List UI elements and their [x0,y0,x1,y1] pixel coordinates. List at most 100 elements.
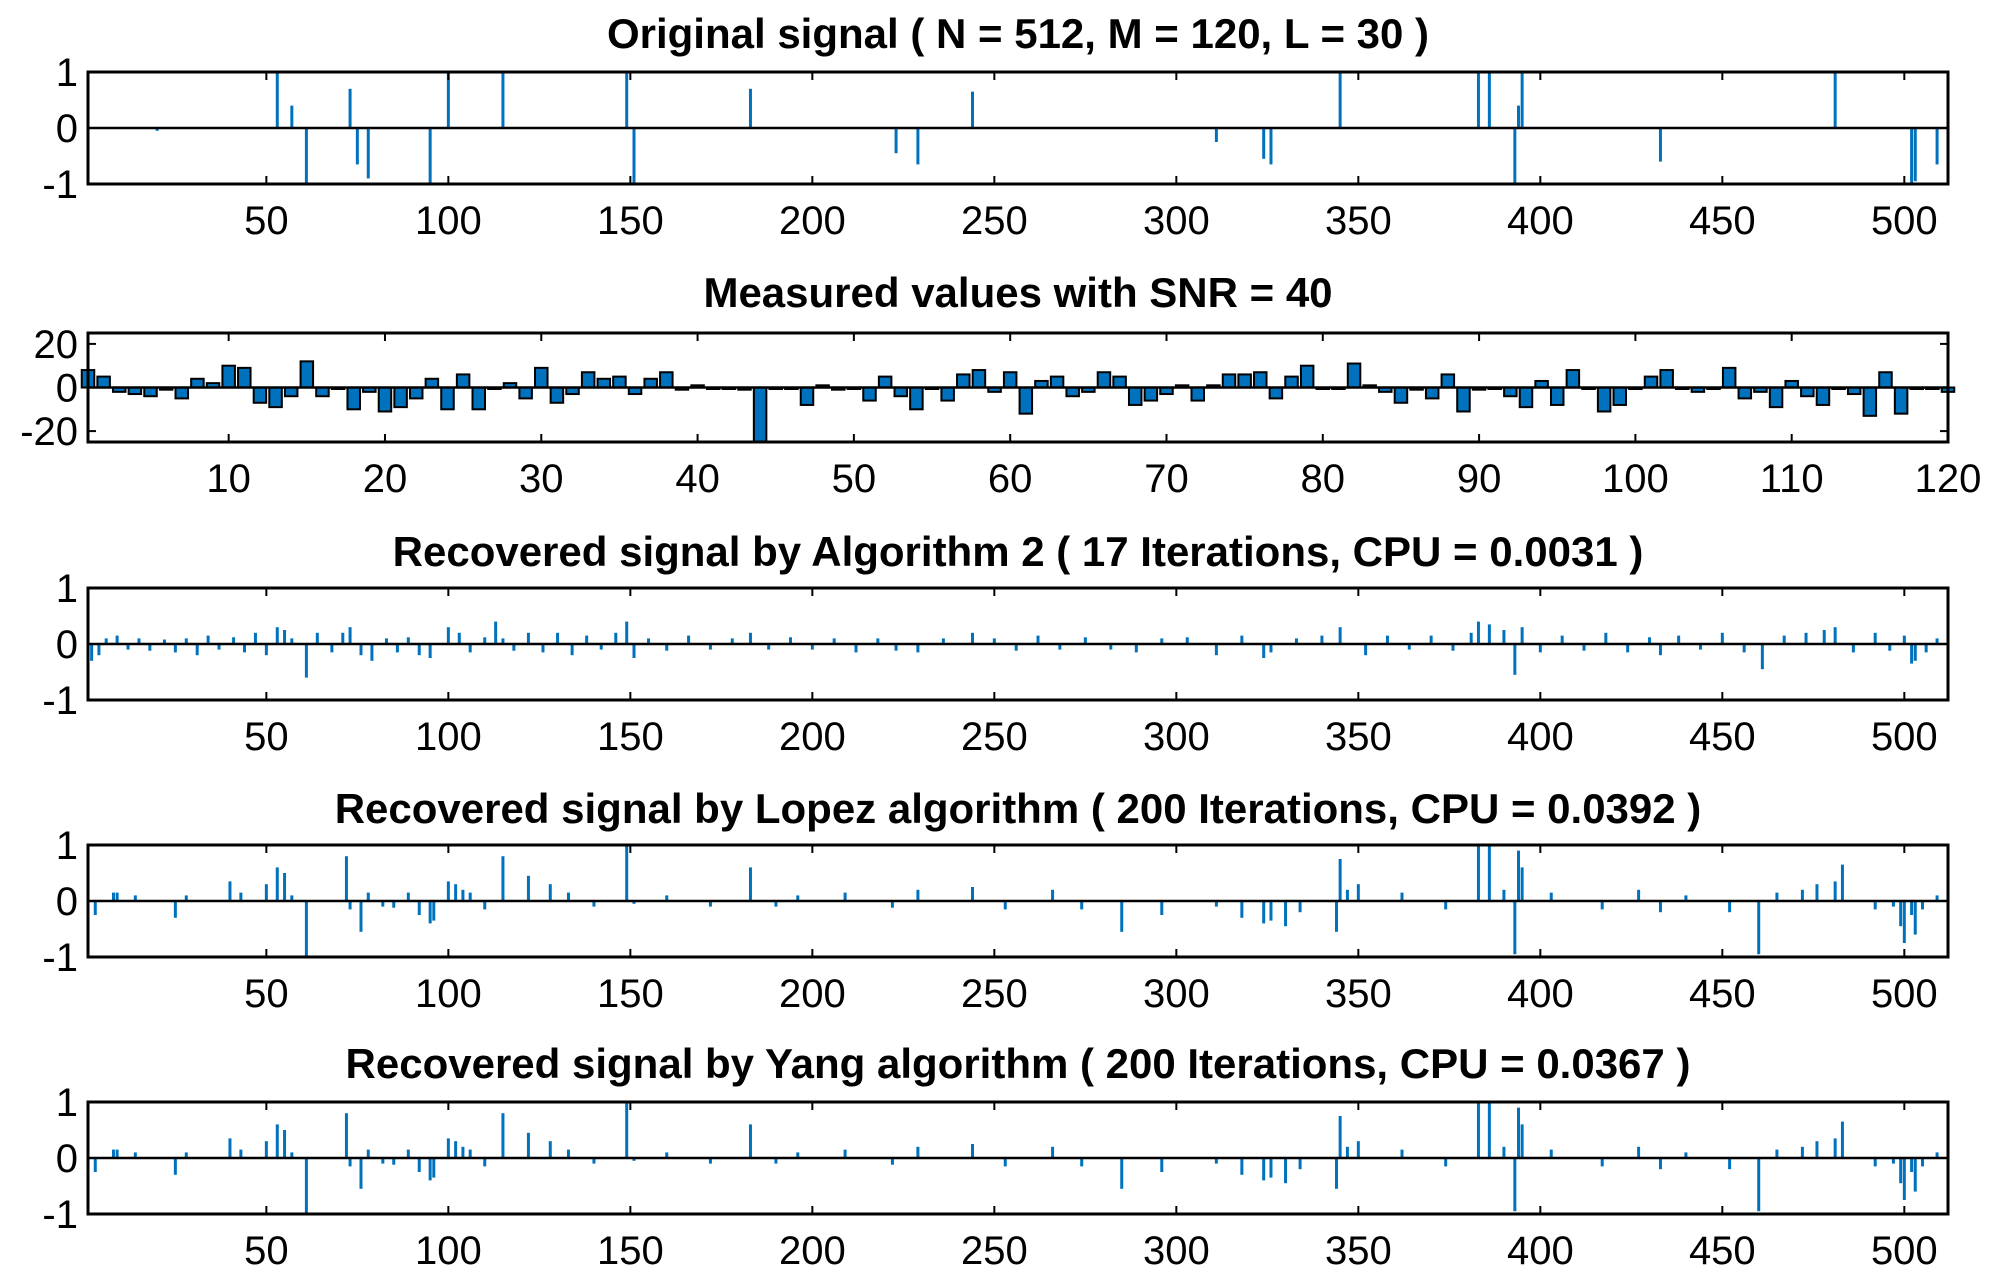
bar [1565,369,1581,389]
bar [237,366,252,389]
bar [1190,386,1206,402]
x-tick-label: 200 [779,972,846,1016]
bar [424,377,440,389]
bar [1659,369,1674,389]
y-tick-label: 0 [56,623,78,667]
x-tick-label: 100 [1602,457,1669,501]
bar [534,366,549,389]
x-tick-label: 350 [1325,972,1392,1016]
chart-panel-2: Measured values with SNR = 40 10 20 30 40 50 6… [20,269,1981,501]
bar [143,386,158,398]
x-tick-label: 100 [415,715,482,759]
x-tick-label: 450 [1689,972,1756,1016]
bar [1096,371,1112,389]
bar [268,386,283,409]
bar [315,386,330,398]
x-tick-label: 200 [779,199,846,243]
series-marks [155,72,1939,184]
bar [299,360,315,389]
bar [596,377,612,389]
bar [1800,386,1815,398]
x-tick-label: 300 [1143,199,1210,243]
x-tick-label: 250 [961,199,1028,243]
bar [1518,386,1534,409]
x-tick-label: 150 [597,715,664,759]
y-tick-label: -1 [42,679,78,723]
x-tick-label: 20 [363,457,408,501]
y-tick-label: 0 [56,880,78,924]
x-tick-label: 150 [597,199,664,243]
bar [1549,386,1565,406]
x-tick-label: 30 [519,457,564,501]
bar [580,371,596,389]
bar [1440,373,1456,389]
bar [1299,364,1315,389]
bar [1424,386,1440,400]
y-tick-label: -1 [42,1193,78,1237]
bar [862,386,877,402]
bar [956,373,971,389]
x-tick-label: 120 [1915,457,1982,501]
x-tick-label: 50 [244,972,289,1016]
bar [1253,371,1268,389]
bar [174,386,190,400]
bar [1456,386,1471,413]
x-tick-label: 400 [1507,1229,1574,1273]
x-tick-label: 250 [961,1229,1028,1273]
x-tick-label: 450 [1689,1229,1756,1273]
x-tick-label: 70 [1144,457,1189,501]
bar [940,386,955,402]
bar [549,386,565,404]
x-tick-label: 500 [1871,199,1938,243]
chart-title: Measured values with SNR = 40 [703,269,1332,316]
x-tick-label: 350 [1325,1229,1392,1273]
y-tick-label: 1 [56,51,78,95]
bar [1503,386,1518,398]
x-tick-label: 350 [1325,715,1392,759]
bar [612,375,627,389]
bar [799,386,815,406]
y-tick-label: 0 [56,1137,78,1181]
x-tick-label: 50 [244,1229,289,1273]
x-tick-label: 100 [415,972,482,1016]
bar [1346,362,1362,389]
x-tick-label: 300 [1143,715,1210,759]
bar [1393,386,1409,404]
bar [659,371,674,389]
bar [893,386,909,398]
bar [1112,375,1127,389]
x-tick-label: 300 [1143,972,1210,1016]
x-tick-label: 200 [779,715,846,759]
bar [1768,386,1784,409]
x-tick-label: 200 [779,1229,846,1273]
x-tick-label: 400 [1507,199,1574,243]
y-tick-label: 20 [34,323,79,367]
bar [1893,386,1909,415]
series-marks [80,360,1956,443]
bar [518,386,533,400]
bar [408,386,424,400]
bar [393,386,408,409]
y-tick-label: 1 [56,1081,78,1125]
x-tick-label: 40 [675,457,720,501]
bar [1737,386,1753,400]
x-tick-label: 50 [832,457,877,501]
bar [877,375,893,389]
bar [1878,371,1893,389]
bar [221,364,236,389]
chart-title: Recovered signal by Algorithm 2 ( 17 Ite… [393,528,1644,575]
x-tick-label: 100 [415,1229,482,1273]
x-tick-label: 150 [597,972,664,1016]
bar [1643,375,1659,389]
series-marks [93,1102,1939,1214]
x-tick-label: 250 [961,972,1028,1016]
chart-title: Original signal ( N = 512, M = 120, L = … [607,10,1429,57]
bar [283,386,299,398]
bar [1268,386,1284,400]
x-tick-label: 60 [988,457,1033,501]
x-tick-label: 80 [1301,457,1346,501]
y-tick-label: 1 [56,567,78,611]
bar [471,386,487,411]
x-tick-label: 250 [961,715,1028,759]
